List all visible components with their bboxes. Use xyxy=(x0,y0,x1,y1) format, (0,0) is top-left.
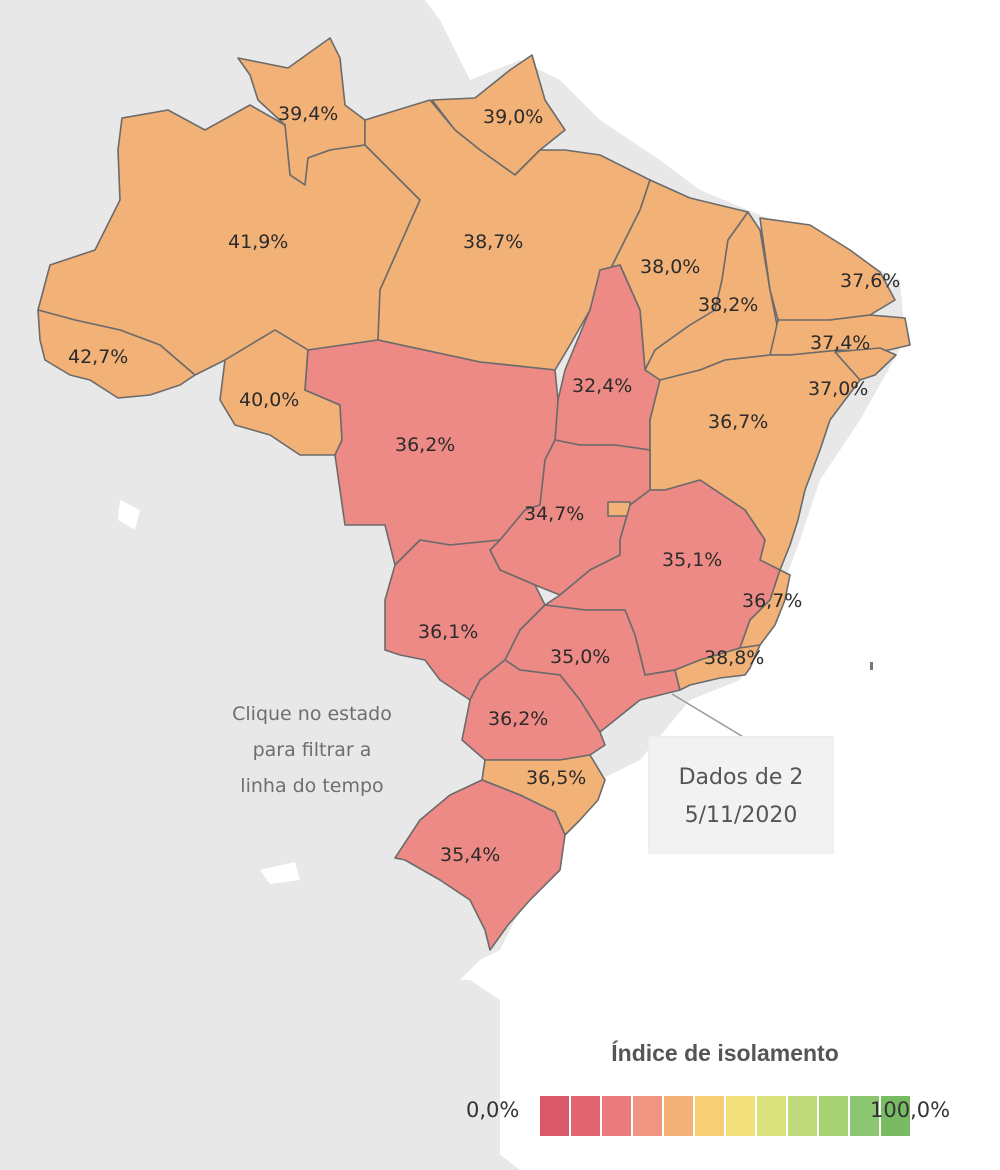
state-rs[interactable] xyxy=(394,779,566,951)
date-annotation: Dados de 2 5/11/2020 xyxy=(648,736,834,854)
annotation-line-2: 5/11/2020 xyxy=(684,803,798,828)
hint-line-2: para filtrar a xyxy=(252,739,372,761)
hint-line-1: Clique no estado xyxy=(232,703,392,725)
legend-swatch xyxy=(819,1096,850,1136)
legend-color-scale xyxy=(540,1096,912,1136)
legend-max-label: 100,0% xyxy=(870,1098,951,1122)
legend-swatch xyxy=(726,1096,757,1136)
legend-swatch xyxy=(633,1096,664,1136)
state-ce[interactable] xyxy=(759,217,896,326)
legend-min-label: 0,0% xyxy=(466,1098,520,1122)
legend-swatch xyxy=(664,1096,695,1136)
lake-shape xyxy=(118,500,140,530)
south-america-landmass-south xyxy=(0,860,500,1170)
state-pb[interactable] xyxy=(769,314,911,356)
annotation-leader-line xyxy=(671,693,746,739)
legend-swatch xyxy=(602,1096,633,1136)
legend-swatch xyxy=(881,1096,912,1136)
filter-hint: Clique no estado para filtrar a linha do… xyxy=(212,696,412,804)
lake-shape-2 xyxy=(260,862,300,884)
legend-swatch xyxy=(571,1096,602,1136)
states-layer xyxy=(37,37,911,951)
legend-swatch xyxy=(850,1096,881,1136)
legend-swatch xyxy=(757,1096,788,1136)
legend-swatch xyxy=(695,1096,726,1136)
state-ac[interactable] xyxy=(37,309,196,399)
state-rj[interactable] xyxy=(644,644,761,691)
state-pr[interactable] xyxy=(461,659,606,761)
legend-swatch xyxy=(540,1096,571,1136)
legend-title: Índice de isolamento xyxy=(611,1040,839,1066)
hint-line-3: linha do tempo xyxy=(240,775,384,797)
small-marker xyxy=(870,662,873,670)
legend-swatch xyxy=(788,1096,819,1136)
annotation-line-1: Dados de 2 xyxy=(678,765,804,790)
